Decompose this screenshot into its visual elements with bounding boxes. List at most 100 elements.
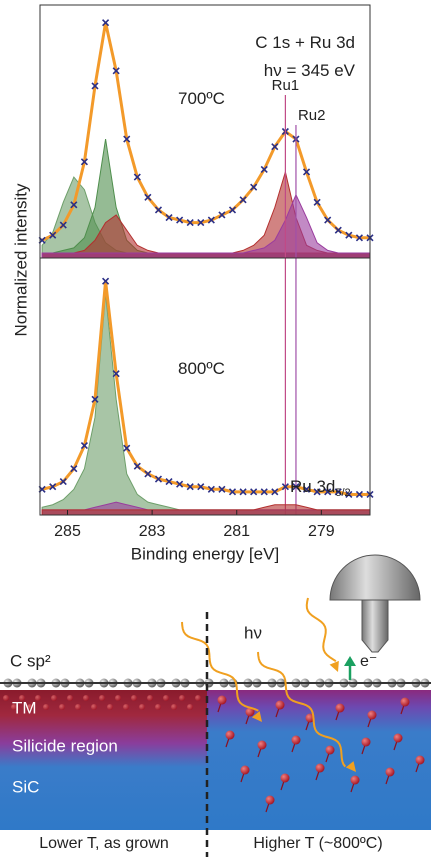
x-tick-label: 283 bbox=[139, 523, 166, 540]
data-point bbox=[102, 277, 110, 285]
data-point bbox=[302, 485, 311, 493]
data-point bbox=[334, 488, 342, 496]
data-point bbox=[49, 231, 57, 239]
data-point bbox=[313, 488, 321, 496]
data-point bbox=[197, 483, 205, 491]
metal-atom bbox=[43, 704, 49, 710]
metal-atom bbox=[225, 730, 235, 740]
annotation: C 1s + Ru 3d bbox=[255, 33, 355, 52]
metal-atom bbox=[315, 763, 325, 773]
metal-atom bbox=[265, 795, 275, 805]
metal-atom bbox=[123, 704, 129, 710]
metal-atom bbox=[257, 740, 267, 750]
graphene-label: C sp² bbox=[10, 651, 51, 670]
layer-label: Silicide region bbox=[12, 736, 118, 755]
photon-head bbox=[345, 761, 356, 772]
data-point bbox=[239, 196, 247, 204]
metal-atom bbox=[131, 695, 137, 701]
data-point bbox=[334, 226, 342, 234]
component-area bbox=[41, 139, 371, 259]
data-point bbox=[70, 465, 78, 473]
data-point bbox=[112, 67, 120, 75]
annotation: 700ºC bbox=[178, 89, 225, 108]
data-point bbox=[186, 483, 194, 491]
data-point bbox=[271, 143, 279, 151]
metal-atom bbox=[115, 695, 121, 701]
metal-atom bbox=[415, 755, 425, 765]
data-point bbox=[324, 488, 332, 496]
photon-head bbox=[251, 711, 262, 722]
metal-atom bbox=[139, 704, 145, 710]
data-point bbox=[144, 470, 152, 478]
data-point bbox=[176, 216, 184, 224]
data-point bbox=[250, 183, 258, 191]
fit-line bbox=[41, 22, 370, 242]
metal-atom bbox=[245, 707, 255, 717]
photon bbox=[181, 621, 259, 712]
data-point bbox=[123, 135, 131, 143]
annotation: 800ºC bbox=[178, 359, 225, 378]
metal-atom bbox=[99, 695, 105, 701]
data-point bbox=[260, 488, 268, 496]
data-point bbox=[154, 475, 163, 483]
data-point bbox=[123, 444, 131, 452]
photon-head bbox=[329, 660, 339, 672]
data-point bbox=[355, 234, 363, 242]
data-point bbox=[112, 370, 120, 378]
photon bbox=[305, 597, 337, 662]
data-point bbox=[80, 158, 88, 166]
data-point bbox=[165, 478, 173, 486]
data-point bbox=[102, 19, 110, 27]
metal-atom bbox=[163, 695, 169, 701]
metal-atom bbox=[27, 704, 33, 710]
data-point bbox=[218, 485, 226, 493]
data-point bbox=[91, 395, 99, 403]
data-point bbox=[133, 173, 141, 181]
metal-atom bbox=[361, 737, 371, 747]
x-axis-title: Binding energy [eV] bbox=[131, 544, 279, 563]
data-point bbox=[197, 219, 205, 227]
data-point bbox=[207, 216, 215, 224]
annotation-text: Ru 3d bbox=[290, 477, 335, 496]
data-point bbox=[250, 488, 258, 496]
data-point bbox=[345, 490, 353, 499]
annotation-text: 700ºC bbox=[178, 89, 225, 108]
data-point bbox=[49, 483, 57, 491]
data-point bbox=[144, 193, 152, 201]
metal-atom bbox=[367, 710, 377, 720]
data-point bbox=[324, 216, 332, 224]
data-point bbox=[313, 198, 321, 206]
layers-left bbox=[0, 690, 207, 830]
electron-arrowhead bbox=[344, 656, 356, 666]
component-area bbox=[41, 193, 371, 259]
data-point bbox=[207, 485, 215, 493]
metal-atom bbox=[400, 697, 410, 707]
metal-atom bbox=[291, 735, 301, 745]
data-point bbox=[186, 219, 194, 227]
data-point bbox=[133, 462, 141, 470]
annotation-subscript: 5/2 bbox=[335, 487, 350, 499]
metal-atom bbox=[147, 695, 153, 701]
electron-label: e⁻ bbox=[360, 653, 377, 670]
data-point bbox=[165, 213, 173, 222]
metal-atom bbox=[195, 695, 201, 701]
metal-atom bbox=[83, 695, 89, 701]
metal-atom bbox=[75, 704, 81, 710]
data-point bbox=[228, 206, 237, 214]
photon bbox=[257, 651, 347, 768]
metal-atom bbox=[217, 695, 227, 705]
reference-label: Ru1 bbox=[272, 77, 300, 94]
annotation: hν = 345 eV bbox=[264, 61, 356, 80]
metal-atom bbox=[59, 704, 65, 710]
y-axis-title: Normalized intensity bbox=[11, 183, 30, 337]
data-point bbox=[281, 483, 289, 491]
tip-stem bbox=[361, 599, 389, 653]
x-tick-label: 279 bbox=[308, 523, 335, 540]
caption: Higher T (~800ºC) bbox=[253, 835, 382, 852]
fit-line bbox=[41, 280, 370, 496]
data-point bbox=[239, 488, 247, 496]
photons bbox=[181, 597, 356, 772]
data-point bbox=[154, 206, 163, 214]
layers-right bbox=[207, 690, 431, 830]
